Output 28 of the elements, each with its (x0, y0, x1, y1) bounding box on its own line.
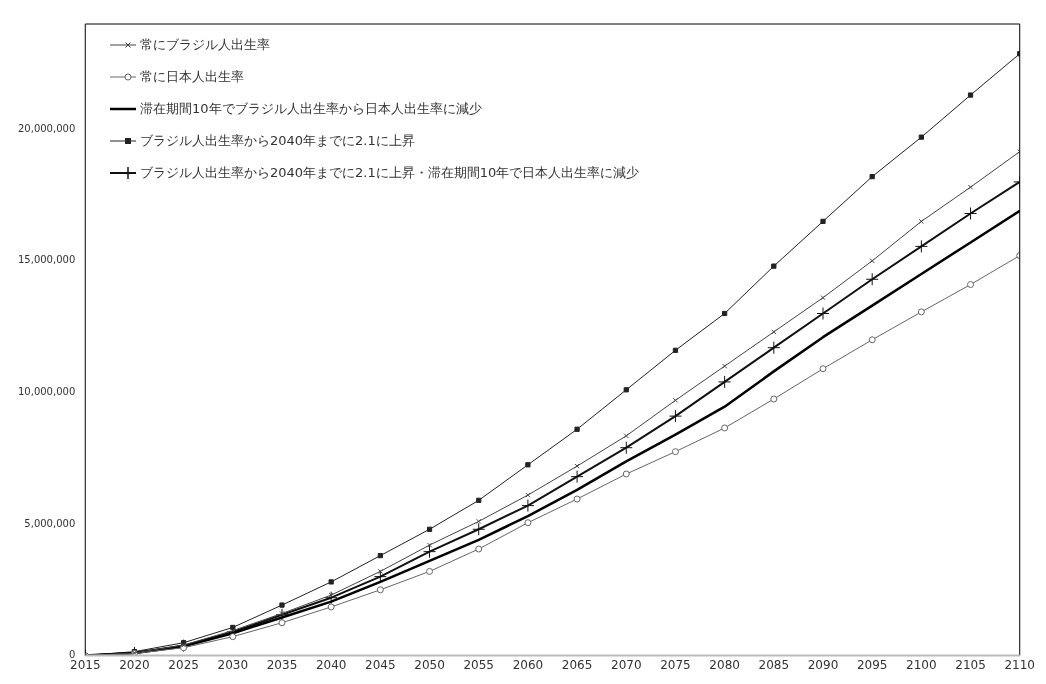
x-tick-label: 2085 (758, 657, 790, 672)
x-tick-label: 2110 (1004, 657, 1035, 672)
y-tick-label: 15,000,000 (17, 254, 76, 266)
legend-label: 常にブラジル人出生率 (140, 36, 270, 54)
legend-label: 常に日本人出生率 (140, 68, 244, 86)
x-tick-label: 2105 (955, 657, 986, 672)
x-tick-label: 2050 (414, 657, 445, 672)
x-tick-label: 2070 (610, 657, 642, 672)
x-tick-label: 2020 (119, 657, 150, 672)
x-tick-label: 2090 (807, 657, 839, 672)
legend-label: ブラジル人出生率から2040年までに2.1に上昇 (140, 132, 415, 150)
x-tick-label: 2045 (365, 657, 396, 672)
x-tick-label: 2055 (463, 657, 494, 672)
x-tick-label: 2065 (561, 657, 593, 672)
x-tick-label: 2035 (266, 657, 298, 672)
x-tick-label: 2040 (315, 657, 347, 672)
y-tick-label: 10,000,000 (17, 386, 76, 398)
y-tick-label: 20,000,000 (17, 122, 76, 134)
x-tick-label: 2030 (217, 657, 249, 672)
x-tick-label: 2080 (709, 657, 740, 672)
legend-label: 滞在期間10年でブラジル人出生率から日本人出生率に減少 (140, 100, 482, 118)
x-tick-label: 2075 (660, 657, 691, 672)
y-tick-label: 5,000,000 (24, 517, 76, 529)
legend-label: ブラジル人出生率から2040年までに2.1に上昇・滞在期間10年で日本人出生率に減少 (140, 164, 640, 182)
x-tick-label: 2100 (906, 657, 937, 672)
x-tick-label: 2060 (512, 657, 544, 672)
x-tick-label: 2025 (168, 657, 199, 672)
x-tick-label: 2095 (856, 657, 888, 672)
